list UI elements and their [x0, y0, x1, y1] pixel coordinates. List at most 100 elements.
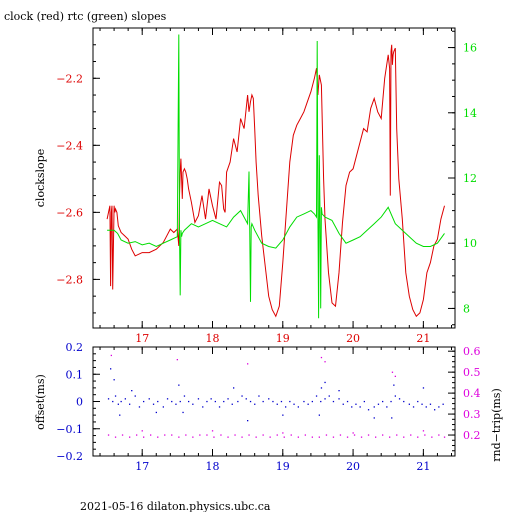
offset-data-point — [403, 400, 405, 403]
offset-data-point — [389, 436, 391, 438]
offset-data-point — [303, 400, 305, 403]
offset-data-point — [197, 398, 200, 400]
offset-data-point — [324, 398, 326, 400]
slopes-x-tick-label: 17 — [135, 332, 149, 345]
offset-data-point — [234, 434, 236, 436]
offset-data-point — [363, 400, 365, 403]
offset-data-point — [318, 436, 320, 438]
offset-data-point — [241, 436, 243, 438]
offset-data-point — [359, 406, 361, 408]
offset-data-point — [377, 403, 380, 405]
offset-data-point — [114, 436, 117, 438]
slopes-series-line-1 — [107, 34, 445, 319]
offset-data-point — [210, 398, 212, 400]
offset-data-point — [280, 400, 283, 403]
offset-data-point — [386, 406, 388, 408]
offset-data-point — [179, 400, 181, 403]
offset-data-point — [141, 430, 143, 432]
offset-y-tick-label: −0.2 — [56, 450, 83, 463]
offset-data-point — [254, 403, 256, 405]
offset-data-point — [268, 398, 270, 400]
offset-y2-tick-label: 0.2 — [463, 429, 481, 442]
offset-data-point — [276, 434, 278, 436]
offset-data-point — [382, 434, 384, 436]
offset-data-point — [429, 403, 432, 405]
offset-data-point — [382, 400, 384, 403]
offset-data-point — [155, 411, 157, 414]
offset-data-point — [131, 390, 133, 392]
offset-data-point — [311, 400, 313, 403]
offset-x-tick-label: 20 — [346, 460, 360, 473]
offset-ticks: 17 18 19 20 21 −0.2 −0.1 0 0.1 0.2 0.2 0.3 0.4 0.5 0.6 — [56, 341, 480, 473]
offset-data-point — [211, 430, 214, 432]
offset-data-point — [307, 403, 309, 405]
slopes-x-tick-label: 19 — [276, 332, 290, 345]
offset-data-point — [148, 398, 150, 400]
offset-y2-tick-label: 0.6 — [463, 345, 481, 358]
offset-data-point — [352, 432, 354, 434]
offset-data-point — [152, 403, 155, 405]
offset-rndtrip-series — [107, 354, 446, 438]
offset-data-point — [112, 400, 114, 403]
offset-data-point — [410, 434, 412, 436]
offset-data-point — [442, 403, 444, 405]
offset-data-point — [110, 368, 112, 370]
slopes-y-tick-label: −2.4 — [56, 139, 83, 152]
offset-data-point — [249, 400, 252, 403]
offset-data-point — [143, 400, 145, 403]
offset-data-point — [107, 398, 110, 400]
offset-data-point — [233, 387, 235, 389]
offset-data-point — [124, 398, 126, 400]
offset-rndtrip-chart: 17 18 19 20 21 −0.2 −0.1 0 0.1 0.2 0.2 0.3 0.4 0.5 0.6… — [34, 341, 503, 473]
offset-x-tick-label: 19 — [276, 460, 290, 473]
offset-data-point — [289, 400, 291, 403]
offset-data-point — [417, 400, 419, 403]
offset-data-point — [258, 395, 260, 397]
offset-data-point — [338, 390, 340, 392]
offset-data-point — [110, 354, 112, 357]
offset-data-point — [218, 406, 221, 408]
offset-data-point — [285, 406, 287, 408]
offset-data-point — [129, 403, 131, 405]
offset-y-tick-label: −0.1 — [56, 423, 83, 436]
offset-data-point — [403, 436, 405, 438]
offset-y2-tick-label: 0.3 — [463, 408, 481, 421]
offset-data-point — [231, 403, 233, 405]
offset-y2-tick-label: 0.5 — [463, 366, 481, 379]
slopes-series — [106, 34, 445, 319]
offset-data-point — [332, 400, 335, 403]
offset-data-point — [188, 400, 190, 403]
offset-data-point — [412, 406, 415, 408]
slopes-x-tick-label: 20 — [346, 332, 360, 345]
offset-data-point — [282, 414, 284, 416]
slopes-y2-tick-label: 8 — [463, 302, 470, 315]
slopes-y2-tick-label: 12 — [463, 172, 477, 185]
offset-data-point — [320, 387, 323, 389]
offset-data-point — [223, 400, 225, 403]
offset-data-point — [373, 406, 375, 408]
offset-x-tick-label: 18 — [205, 460, 219, 473]
offset-data-point — [247, 363, 249, 365]
offset-data-point — [117, 403, 119, 405]
offset-y-axis-label: offset(ms) — [34, 374, 47, 430]
offset-data-point — [248, 434, 250, 436]
offset-data-point — [182, 411, 184, 414]
offset-data-point — [424, 434, 426, 436]
offset-data-point — [438, 406, 440, 408]
offset-data-point — [136, 434, 138, 436]
offset-data-point — [164, 434, 166, 436]
slopes-y-tick-label: −2.6 — [56, 206, 83, 219]
offset-data-point — [162, 406, 164, 408]
offset-data-point — [214, 400, 216, 403]
offset-data-point — [318, 414, 320, 416]
offset-plot-frame — [92, 346, 456, 457]
offset-data-point — [138, 406, 141, 408]
offset-data-point — [297, 436, 299, 438]
offset-data-point — [422, 387, 425, 389]
offset-x-tick-label: 21 — [416, 460, 430, 473]
offset-data-point — [237, 400, 239, 403]
offset-data-point — [247, 420, 249, 422]
offset-y-tick-label: 0.1 — [66, 368, 84, 381]
offset-data-point — [367, 434, 370, 436]
